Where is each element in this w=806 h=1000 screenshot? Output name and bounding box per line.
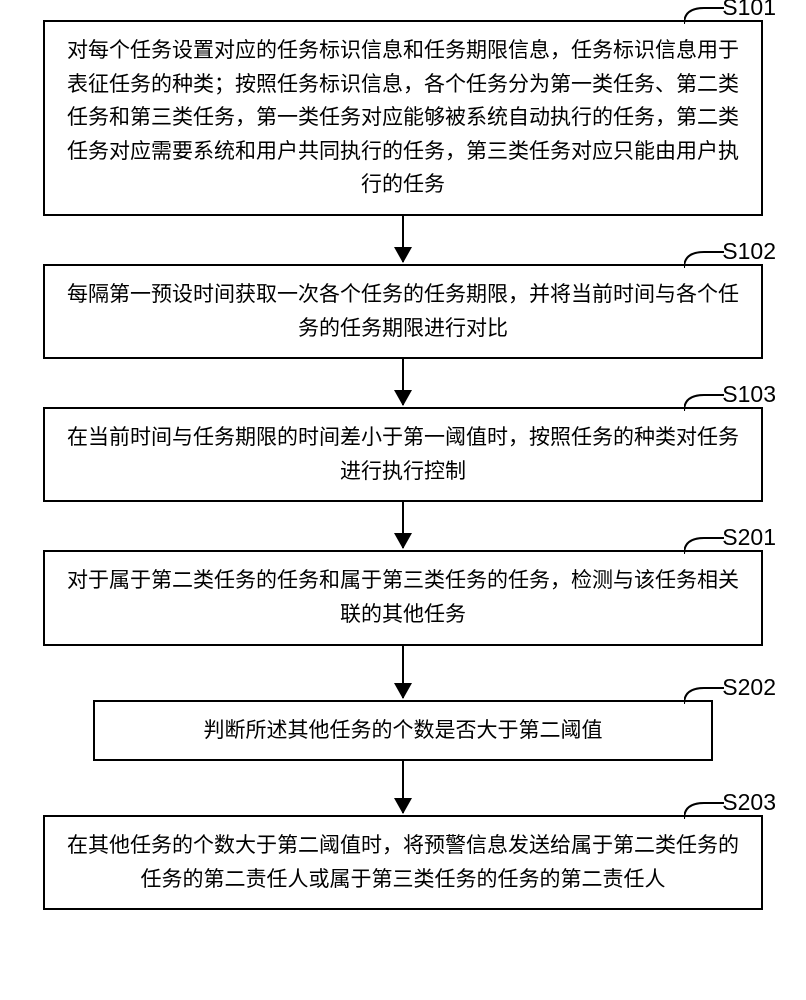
flow-step: S203在其他任务的个数大于第二阈值时，将预警信息发送给属于第二类任务的任务的第… (40, 815, 766, 910)
step-box: 每隔第一预设时间获取一次各个任务的任务期限，并将当前时间与各个任务的任务期限进行… (43, 264, 763, 359)
label-connector (684, 799, 724, 819)
label-connector (684, 4, 724, 24)
label-connector (684, 534, 724, 554)
step-label: S102 (722, 238, 776, 265)
step-box: 在其他任务的个数大于第二阈值时，将预警信息发送给属于第二类任务的任务的第二责任人… (43, 815, 763, 910)
step-label: S203 (722, 789, 776, 816)
flow-step: S202判断所述其他任务的个数是否大于第二阈值 (40, 700, 766, 762)
flow-step: S201对于属于第二类任务的任务和属于第三类任务的任务，检测与该任务相关联的其他… (40, 550, 766, 645)
flow-step: S102每隔第一预设时间获取一次各个任务的任务期限，并将当前时间与各个任务的任务… (40, 264, 766, 359)
flow-arrow (402, 502, 404, 548)
step-label: S103 (722, 381, 776, 408)
flow-arrow (402, 761, 404, 813)
step-label: S101 (722, 0, 776, 21)
flow-arrow (402, 216, 404, 262)
label-connector (684, 248, 724, 268)
step-box: 对于属于第二类任务的任务和属于第三类任务的任务，检测与该任务相关联的其他任务 (43, 550, 763, 645)
label-connector (684, 684, 724, 704)
step-box: 在当前时间与任务期限的时间差小于第一阈值时，按照任务的种类对任务进行执行控制 (43, 407, 763, 502)
flow-arrow (402, 646, 404, 698)
step-box: 判断所述其他任务的个数是否大于第二阈值 (93, 700, 713, 762)
step-label: S202 (722, 674, 776, 701)
step-box: 对每个任务设置对应的任务标识信息和任务期限信息，任务标识信息用于表征任务的种类；… (43, 20, 763, 216)
flow-step: S103在当前时间与任务期限的时间差小于第一阈值时，按照任务的种类对任务进行执行… (40, 407, 766, 502)
step-label: S201 (722, 524, 776, 551)
flow-arrow (402, 359, 404, 405)
label-connector (684, 391, 724, 411)
flowchart-container: S101对每个任务设置对应的任务标识信息和任务期限信息，任务标识信息用于表征任务… (0, 0, 806, 930)
flow-step: S101对每个任务设置对应的任务标识信息和任务期限信息，任务标识信息用于表征任务… (40, 20, 766, 216)
